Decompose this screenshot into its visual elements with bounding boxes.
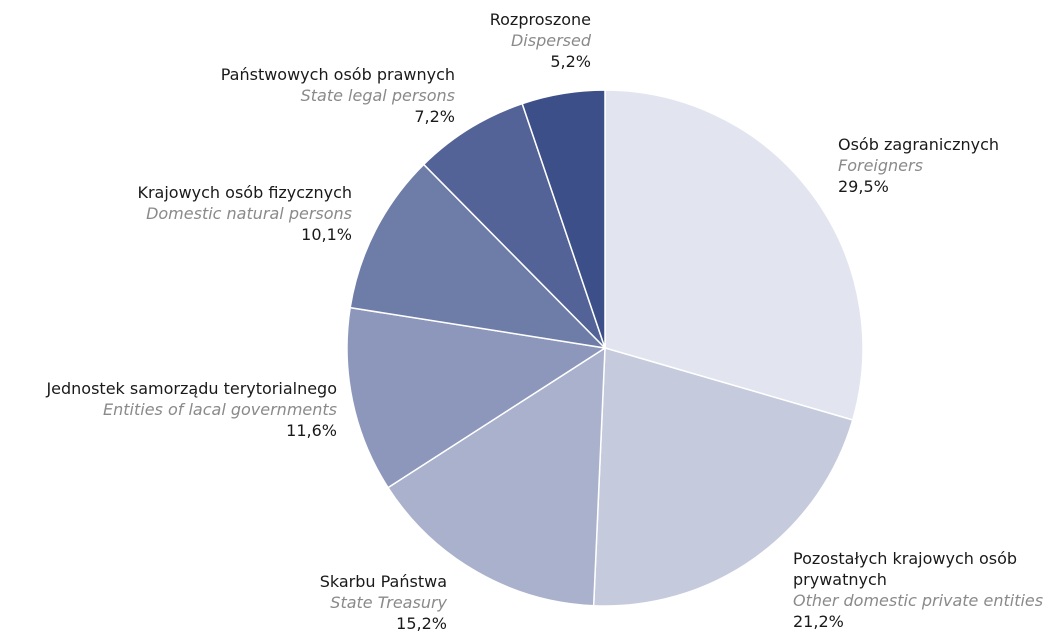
value-label: 5,2% xyxy=(550,52,591,71)
category-label: Państwowych osób prawnych xyxy=(220,65,455,84)
pie-slice xyxy=(521,89,606,349)
category-translation: Other domestic private entities xyxy=(793,591,1044,610)
slice-label: Państwowych osób prawnych State legal per… xyxy=(221,64,455,127)
slice-label: Skarbu Państwa State Treasury 15,2% xyxy=(320,571,447,634)
pie-slice xyxy=(346,306,608,489)
slice-label: Osób zagranicznych Foreigners 29,5% xyxy=(838,134,999,197)
pie-slice xyxy=(386,346,606,607)
slice-label: Jednostek samorządu terytorialnego Entiti… xyxy=(46,378,337,441)
category-translation: Entities of lacal governments xyxy=(103,400,337,419)
category-translation: State Treasury xyxy=(330,593,447,612)
category-label: Rozproszone xyxy=(489,10,591,29)
value-label: 29,5% xyxy=(838,177,889,196)
category-translation: Foreigners xyxy=(838,156,923,175)
category-label: Jednostek samorządu terytorialnego xyxy=(46,379,337,398)
value-label: 7,2% xyxy=(414,107,455,126)
pie-slice xyxy=(592,347,854,607)
category-translation: Domestic natural persons xyxy=(146,204,352,223)
value-label: 21,2% xyxy=(793,612,844,631)
category-translation: Dispersed xyxy=(510,31,591,50)
category-label: Pozostałych krajowych osób prywatnych xyxy=(793,549,1018,589)
category-label: Skarbu Państwa xyxy=(319,572,447,591)
pie-slice xyxy=(422,102,606,349)
pie-slice xyxy=(604,89,864,421)
slice-label: Rozproszone Dispersed 5,2% xyxy=(490,9,591,72)
pie-slice xyxy=(349,163,608,350)
category-translation: State legal persons xyxy=(300,86,455,105)
slice-label: Pozostałych krajowych osób prywatnych Oth… xyxy=(793,548,1048,632)
value-label: 15,2% xyxy=(396,614,447,633)
category-label: Osób zagranicznych xyxy=(838,135,1000,154)
value-label: 11,6% xyxy=(286,421,337,440)
slice-label: Krajowych osób fizycznych Domestic natura… xyxy=(137,182,352,245)
category-label: Krajowych osób fizycznych xyxy=(137,183,352,202)
value-label: 10,1% xyxy=(301,225,352,244)
